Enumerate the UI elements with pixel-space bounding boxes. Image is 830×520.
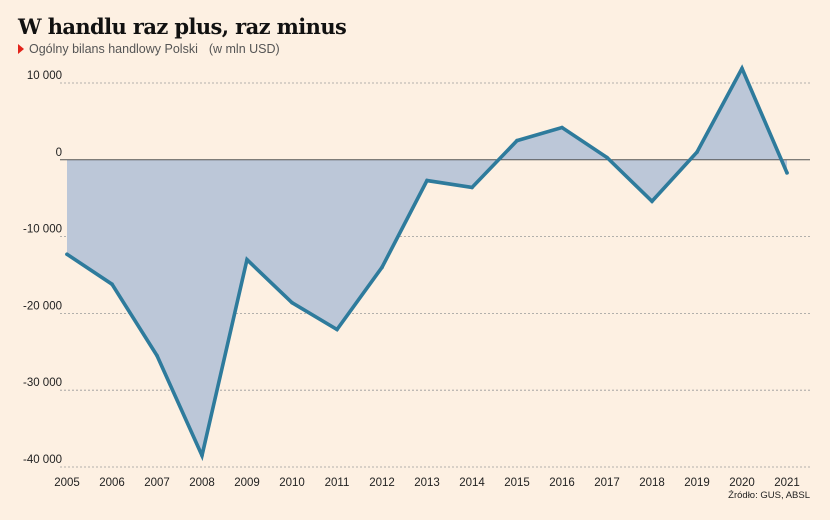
y-tick-label: -10 000	[23, 224, 62, 236]
x-tick-label: 2019	[684, 477, 710, 489]
data-point	[470, 185, 474, 190]
y-tick-label: -40 000	[23, 454, 62, 466]
triangle-marker-icon	[18, 44, 24, 54]
source-note: Źródło: GUS, ABSL	[728, 490, 810, 501]
x-tick-label: 2011	[325, 477, 350, 489]
subtitle-text: Ogólny bilans handlowy Polski	[29, 42, 198, 56]
x-tick-label: 2016	[549, 477, 575, 489]
chart-subtitle: Ogólny bilans handlowy Polski (w mln USD…	[18, 42, 280, 56]
data-point	[740, 66, 744, 71]
data-point	[380, 265, 384, 270]
x-tick-label: 2009	[234, 477, 260, 489]
area-fill	[67, 68, 787, 456]
data-point	[425, 178, 429, 183]
x-tick-label: 2008	[189, 477, 215, 489]
x-tick-label: 2006	[99, 477, 125, 489]
x-tick-label: 2013	[414, 477, 440, 489]
y-tick-label: 0	[56, 147, 62, 159]
x-tick-label: 2010	[279, 477, 305, 489]
data-point	[65, 252, 69, 257]
data-point	[110, 282, 114, 287]
y-tick-label: 10 000	[27, 70, 62, 82]
x-tick-label: 2020	[729, 477, 755, 489]
x-tick-label: 2017	[594, 477, 620, 489]
x-tick-label: 2007	[144, 477, 170, 489]
y-axis-ticks: 10 000 0 -10 000 -20 000 -30 000 -40 000	[23, 70, 62, 466]
x-tick-label: 2014	[459, 477, 485, 489]
x-tick-label: 2021	[774, 477, 800, 489]
subtitle-unit: (w mln USD)	[208, 42, 280, 56]
x-tick-label: 2015	[504, 477, 530, 489]
data-point	[605, 155, 609, 160]
x-tick-label: 2018	[639, 477, 665, 489]
data-point	[290, 300, 294, 305]
data-point	[560, 125, 564, 130]
x-tick-label: 2012	[369, 477, 395, 489]
x-tick-label: 2005	[54, 477, 80, 489]
y-tick-label: -20 000	[23, 300, 62, 312]
data-point	[515, 138, 519, 143]
data-point	[245, 257, 249, 262]
line-layer	[65, 64, 789, 462]
y-tick-label: -30 000	[23, 377, 62, 389]
x-axis-ticks: 2005 2006 2007 2008 2009 2010 2011 2012 2013 2014…	[54, 477, 800, 489]
data-point	[695, 150, 699, 154]
data-point	[785, 171, 789, 175]
area-layer	[67, 68, 787, 456]
data-point	[335, 327, 339, 332]
data-point	[155, 353, 159, 358]
chart-title: W handlu raz plus, raz minus	[18, 14, 347, 39]
data-point	[200, 453, 204, 458]
data-point	[650, 199, 654, 204]
